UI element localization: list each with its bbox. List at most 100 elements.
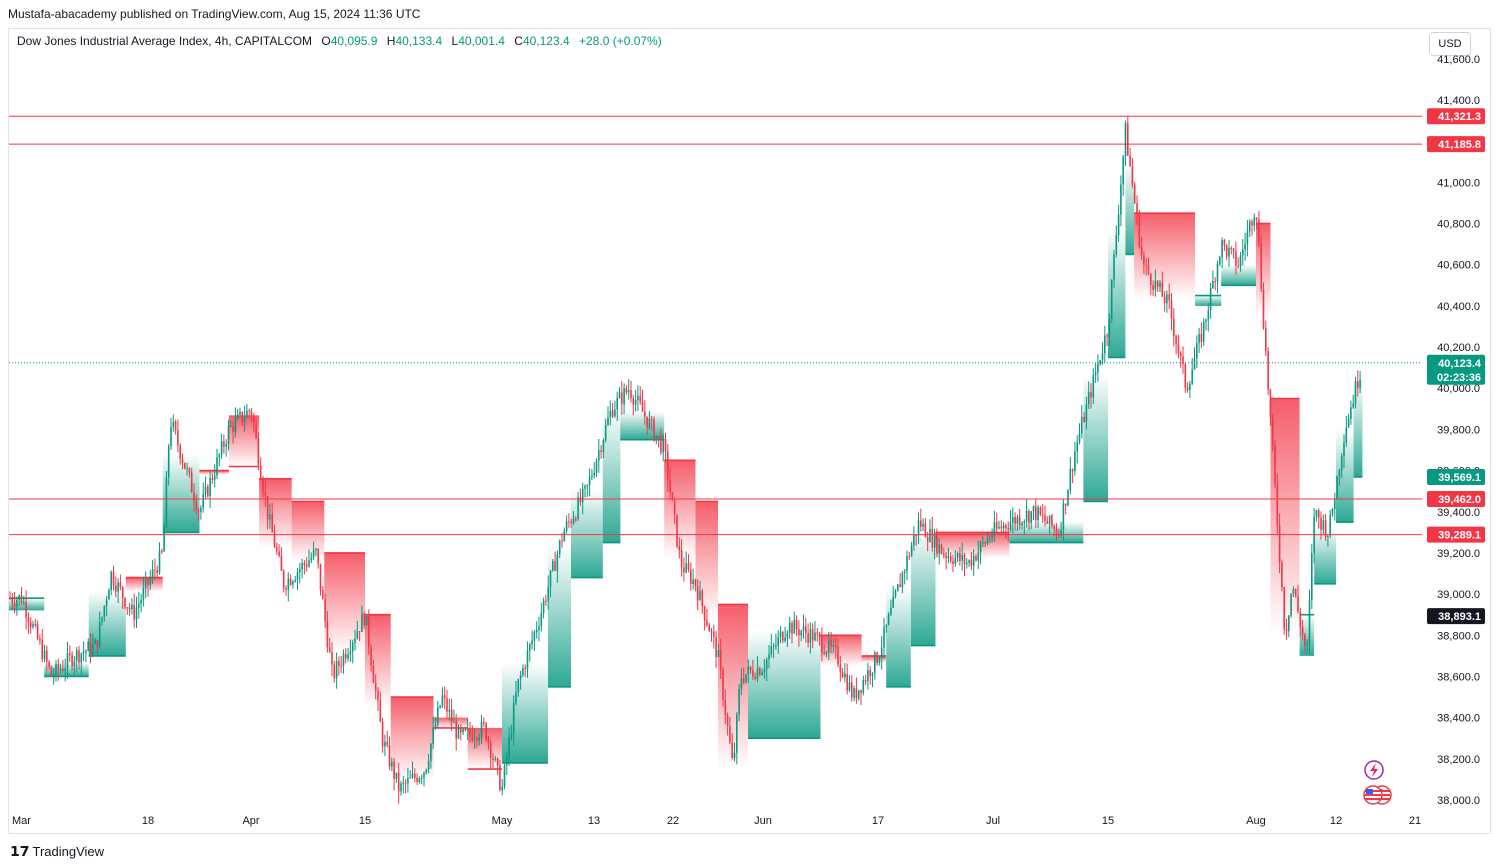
candle-body (411, 773, 414, 778)
candle-body (1214, 281, 1216, 282)
candle-body (699, 590, 701, 600)
candle-body (788, 622, 791, 633)
candle-body (664, 439, 667, 452)
candle-body (211, 478, 214, 480)
candle-body (906, 556, 908, 572)
candle-body (508, 737, 510, 758)
candle-body (1200, 334, 1203, 342)
stop-band-fill (548, 546, 571, 687)
lightning-icon[interactable] (1364, 760, 1384, 780)
symbol-title[interactable]: Dow Jones Industrial Average Index, 4h, … (17, 34, 313, 48)
candle-body (1338, 470, 1341, 477)
candle-body (1281, 562, 1283, 588)
candle-body (561, 540, 563, 542)
candle-body (823, 652, 825, 654)
candle-body (1069, 469, 1072, 491)
candle-body (692, 579, 694, 584)
candle-body (144, 579, 147, 588)
candle-body (940, 544, 943, 554)
candle-body (862, 680, 865, 693)
currency-button[interactable]: USD (1429, 32, 1471, 56)
candle-body (372, 665, 375, 683)
candle-body (227, 426, 230, 444)
price-badge-bg (1427, 608, 1485, 625)
candle-body (1133, 184, 1136, 204)
candle-body (1336, 476, 1338, 499)
candle-body (1209, 288, 1212, 311)
candle-body (719, 650, 722, 670)
candle-body (1299, 611, 1302, 627)
candle-body (915, 535, 917, 537)
candle-body (151, 569, 154, 578)
stop-band-fill (886, 587, 911, 687)
price-badge-bg (1427, 469, 1485, 485)
candle-body (991, 535, 993, 539)
x-tick-label: May (492, 815, 513, 827)
price-badge: 38,893.1 (1438, 611, 1481, 623)
candle-body (821, 636, 823, 653)
candle-body (917, 520, 920, 536)
candle-body (308, 560, 310, 567)
open-label: O (321, 34, 331, 48)
chart-badge-icons (1362, 760, 1402, 815)
candle-body (1219, 256, 1221, 264)
stop-band-fill (664, 460, 696, 559)
candle-body (89, 641, 92, 655)
candle-body (650, 418, 653, 420)
candle-body (646, 416, 648, 428)
candle-body (441, 695, 444, 706)
candle-body (1191, 369, 1193, 384)
candle-body (667, 451, 669, 480)
candle-body (115, 585, 117, 592)
candle-body (1207, 310, 1210, 320)
candle-body (961, 554, 963, 561)
x-tick-label: Apr (242, 815, 259, 827)
candle-body (241, 411, 244, 422)
y-tick-label: 40,000.0 (1437, 383, 1480, 395)
candle-body (135, 607, 138, 620)
candle-body (726, 715, 729, 726)
footer-brand: TradingView (32, 844, 105, 859)
candle-body (1260, 244, 1262, 290)
candle-body (1301, 627, 1304, 635)
candle-body (653, 419, 655, 440)
candle-body (637, 395, 639, 400)
candle-body (1311, 553, 1313, 600)
stop-band-fill (259, 478, 292, 548)
candle-body (736, 714, 738, 753)
stop-band-fill (602, 408, 621, 543)
candle-body (1274, 445, 1276, 484)
y-tick-label: 40,200.0 (1437, 342, 1480, 354)
candle-body (577, 497, 579, 519)
candle-body (48, 661, 50, 667)
stop-band-fill (1299, 614, 1315, 656)
candle-body (453, 721, 455, 723)
candle-body (128, 607, 131, 610)
y-tick-label: 39,000.0 (1437, 589, 1480, 601)
candle-body (510, 734, 513, 738)
candle-body (683, 567, 685, 573)
candle-body (703, 606, 706, 621)
candle-body (1028, 511, 1030, 523)
candle-body (660, 436, 662, 453)
x-tick-label: 13 (588, 815, 600, 827)
stop-band-fill (695, 501, 718, 620)
x-tick-label: 22 (667, 815, 679, 827)
candle-body (393, 761, 395, 779)
candle-body (1152, 284, 1154, 290)
candle-body (959, 553, 961, 561)
candle-body (319, 563, 322, 590)
candle-body (1007, 528, 1009, 530)
candle-body (570, 521, 572, 524)
x-tick-label: Mar (12, 815, 31, 827)
candle-body (94, 639, 96, 645)
tradingview-logo[interactable]: 𝟭𝟳 TradingView (10, 843, 104, 860)
candle-body (494, 758, 497, 760)
candle-body (931, 529, 934, 548)
candle-body (338, 661, 340, 666)
candle-body (282, 570, 285, 589)
us-flag-icon-2[interactable] (1363, 785, 1383, 805)
y-tick-label: 38,400.0 (1437, 713, 1480, 725)
candle-body (416, 777, 418, 782)
